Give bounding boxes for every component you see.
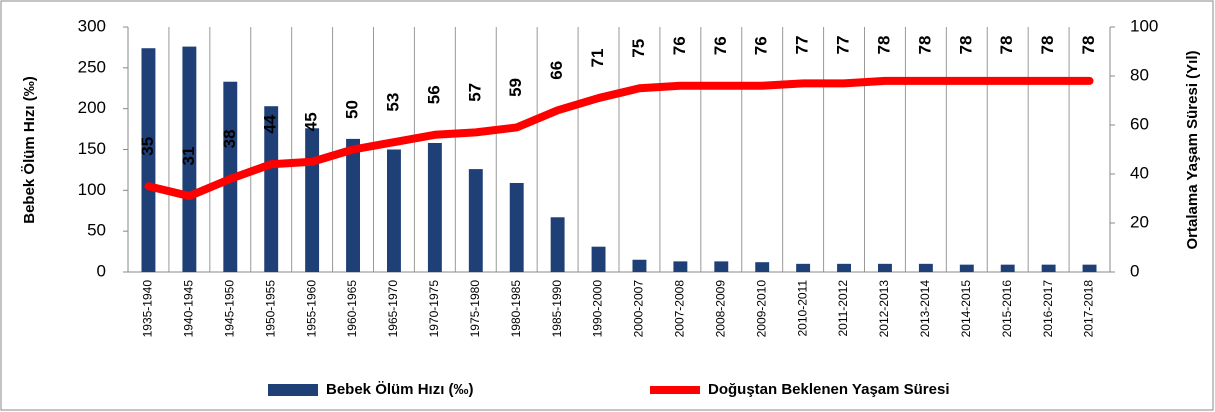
bar <box>714 261 729 272</box>
data-label: 59 <box>506 78 525 97</box>
data-label: 78 <box>956 36 975 55</box>
y-tick-label: 250 <box>78 57 106 76</box>
data-label: 66 <box>547 61 566 80</box>
y2-tick-label: 100 <box>1130 16 1158 35</box>
bar <box>796 263 811 272</box>
data-label: 71 <box>588 49 607 68</box>
x-tick-label: 2016-2017 <box>1041 280 1055 338</box>
data-label: 76 <box>711 36 730 55</box>
bar <box>1082 264 1097 272</box>
data-label: 57 <box>465 83 484 102</box>
bar <box>632 259 647 272</box>
bar <box>387 149 401 272</box>
bar <box>182 46 197 272</box>
y2-tick-label: 0 <box>1130 261 1139 280</box>
data-label: 45 <box>302 112 321 131</box>
x-tick-label: 1970-1975 <box>427 280 441 338</box>
legend-label: Bebek Ölüm Hızı (‰) <box>326 381 474 398</box>
data-label: 75 <box>629 39 648 58</box>
x-tick-label: 1960-1965 <box>345 280 359 338</box>
data-label: 78 <box>997 36 1016 55</box>
bar <box>591 246 606 272</box>
y-tick-label: 0 <box>97 261 106 280</box>
y2-axis-title: Ortalama Yaşam Süresi (Yıl) <box>1184 51 1201 250</box>
x-tick-label: 2010-2011 <box>795 280 809 337</box>
bar <box>918 263 933 272</box>
x-tick-label: 1940-1945 <box>182 280 196 338</box>
bar <box>264 106 279 272</box>
y-tick-label: 100 <box>78 180 106 199</box>
x-tick-label: 1950-1955 <box>263 280 277 338</box>
data-label: 78 <box>915 36 934 55</box>
data-label: 56 <box>424 85 443 104</box>
bar <box>427 142 442 272</box>
bar <box>509 182 524 272</box>
y-tick-label: 200 <box>78 98 106 117</box>
bar <box>837 263 851 272</box>
x-tick-label: 2017-2018 <box>1082 280 1096 338</box>
x-tick-label: 2009-2010 <box>754 280 768 338</box>
data-label: 77 <box>834 36 853 55</box>
y-tick-label: 300 <box>78 16 106 35</box>
bar <box>468 169 483 272</box>
data-label: 38 <box>220 129 239 148</box>
bar <box>141 48 156 272</box>
data-label: 78 <box>874 36 893 55</box>
bar <box>550 217 565 272</box>
x-tick-label: 2015-2016 <box>1000 280 1014 338</box>
bar <box>1041 264 1056 272</box>
x-tick-label: 2008-2009 <box>713 280 727 338</box>
bar <box>959 264 974 272</box>
x-tick-label: 1935-1940 <box>141 280 155 338</box>
y2-tick-label: 40 <box>1130 163 1149 182</box>
y-tick-label: 150 <box>78 139 106 158</box>
data-label: 50 <box>343 100 362 119</box>
bar <box>1000 264 1015 272</box>
y2-tick-label: 20 <box>1130 212 1149 231</box>
data-label: 78 <box>1038 36 1057 55</box>
x-tick-label: 1955-1960 <box>304 280 318 338</box>
line <box>144 76 1094 201</box>
data-label: 31 <box>179 147 198 166</box>
x-tick-label: 1985-1990 <box>550 280 564 338</box>
x-tick-label: 1945-1950 <box>222 280 236 338</box>
y-axis-title: Bebek Ölüm Hızı (‰) <box>21 76 38 224</box>
y2-tick-label: 60 <box>1130 114 1149 133</box>
data-label: 76 <box>670 36 689 55</box>
x-tick-label: 2014-2015 <box>959 280 973 338</box>
y-tick-label: 50 <box>87 221 106 240</box>
legend-label: Doğuştan Beklenen Yaşam Süresi <box>708 381 950 398</box>
bar <box>346 138 360 272</box>
legend-swatch <box>268 384 318 396</box>
data-label: 77 <box>793 36 812 55</box>
x-tick-label: 2011-2012 <box>836 280 850 337</box>
x-tick-label: 2012-2013 <box>877 280 891 338</box>
x-tick-label: 2000-2007 <box>632 280 646 338</box>
bar <box>305 128 320 272</box>
data-label: 53 <box>383 93 402 112</box>
x-tick-label: 2007-2008 <box>673 280 687 338</box>
data-label: 78 <box>1079 36 1098 55</box>
bar <box>878 263 892 272</box>
bar <box>755 262 770 272</box>
data-label: 76 <box>752 36 771 55</box>
x-tick-label: 1975-1980 <box>468 280 482 338</box>
x-tick-label: 1980-1985 <box>509 280 523 338</box>
x-tick-label: 2013-2014 <box>918 280 932 338</box>
data-label: 35 <box>138 137 157 156</box>
x-tick-label: 1965-1970 <box>386 280 400 338</box>
bar <box>673 261 688 272</box>
x-tick-label: 1990-2000 <box>591 280 605 338</box>
data-label: 44 <box>261 114 280 133</box>
y2-tick-label: 80 <box>1130 65 1149 84</box>
